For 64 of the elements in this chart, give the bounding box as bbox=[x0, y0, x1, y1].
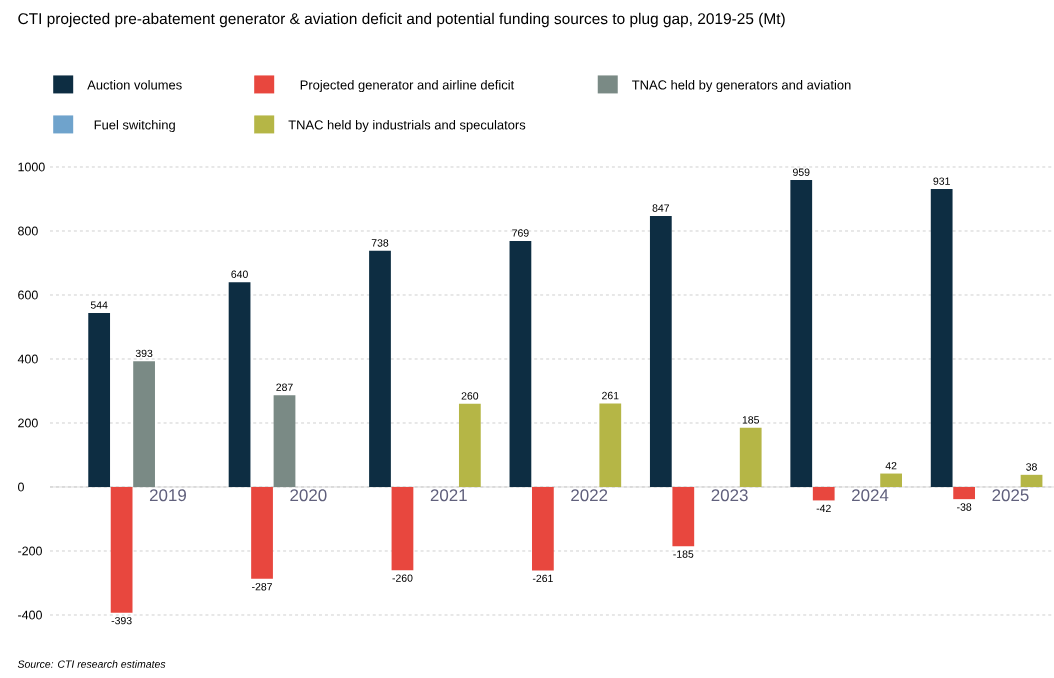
y-tick-label: 800 bbox=[18, 226, 38, 236]
data-label: 769 bbox=[512, 229, 529, 237]
y-tick-label: -200 bbox=[18, 546, 42, 556]
legend-label: Projected generator and airline deficit bbox=[300, 79, 515, 93]
y-tick-label: 600 bbox=[18, 290, 38, 300]
bar bbox=[880, 473, 902, 487]
bar bbox=[110, 486, 133, 613]
bar bbox=[273, 395, 296, 487]
legend-label: TNAC held by generators and aviation bbox=[632, 79, 851, 93]
y-tick-label: 0 bbox=[18, 482, 24, 492]
bar bbox=[812, 486, 835, 501]
data-label: 738 bbox=[371, 239, 389, 247]
data-label: 640 bbox=[231, 270, 248, 278]
data-label: 38 bbox=[1026, 463, 1037, 471]
y-tick-label: 400 bbox=[17, 354, 38, 364]
data-label: -287 bbox=[252, 583, 272, 591]
legend-label: Auction volumes bbox=[87, 79, 182, 90]
y-tick-label: 1000 bbox=[18, 162, 45, 172]
data-label: -38 bbox=[957, 503, 972, 511]
x-tick-label: 2025 bbox=[992, 489, 1029, 502]
data-label: 185 bbox=[742, 416, 759, 424]
legend-label: TNAC held by industrials and speculators bbox=[288, 119, 526, 133]
bar bbox=[599, 403, 622, 487]
bar bbox=[369, 250, 391, 487]
y-tick-label: -400 bbox=[18, 610, 42, 620]
bar bbox=[251, 486, 273, 579]
data-label: 544 bbox=[90, 301, 108, 309]
data-label: 393 bbox=[135, 349, 153, 358]
data-label: 42 bbox=[885, 462, 897, 470]
x-tick-label: 2020 bbox=[290, 489, 327, 502]
data-label: 931 bbox=[933, 177, 950, 185]
y-tick-label: 200 bbox=[18, 418, 38, 428]
data-label: 260 bbox=[461, 392, 479, 400]
data-label: 847 bbox=[652, 204, 670, 212]
x-tick-label: 2022 bbox=[571, 489, 608, 502]
data-label: 287 bbox=[276, 383, 293, 391]
x-tick-label: 2023 bbox=[711, 489, 748, 502]
data-label: 959 bbox=[793, 168, 810, 176]
bar bbox=[930, 189, 953, 487]
bar bbox=[391, 486, 414, 571]
bar bbox=[1020, 474, 1043, 487]
bar bbox=[532, 486, 554, 571]
legend-label: Fuel switching bbox=[94, 119, 175, 133]
bar bbox=[88, 312, 111, 487]
data-label: -42 bbox=[816, 504, 831, 512]
bar bbox=[672, 486, 695, 547]
source-note: Source: CTI research estimates bbox=[17, 660, 166, 668]
x-tick-label: 2024 bbox=[852, 489, 889, 502]
bar bbox=[739, 427, 762, 487]
chart-title: CTI projected pre-abatement generator & aviation deficit and potential funding sources to plug gap, 2019-25 (Mt) bbox=[18, 12, 785, 28]
bar bbox=[953, 486, 976, 500]
data-label: -260 bbox=[392, 574, 413, 582]
bar bbox=[133, 361, 155, 487]
bar bbox=[228, 282, 251, 487]
data-label: -185 bbox=[673, 550, 694, 558]
x-tick-label: 2019 bbox=[149, 489, 186, 502]
data-label: -393 bbox=[111, 616, 132, 625]
x-tick-label: 2021 bbox=[430, 489, 467, 502]
data-label: 261 bbox=[602, 391, 619, 400]
bar bbox=[458, 403, 481, 487]
bar bbox=[790, 180, 813, 487]
data-label: -261 bbox=[532, 574, 553, 583]
bar bbox=[649, 215, 672, 487]
bar bbox=[509, 240, 532, 487]
